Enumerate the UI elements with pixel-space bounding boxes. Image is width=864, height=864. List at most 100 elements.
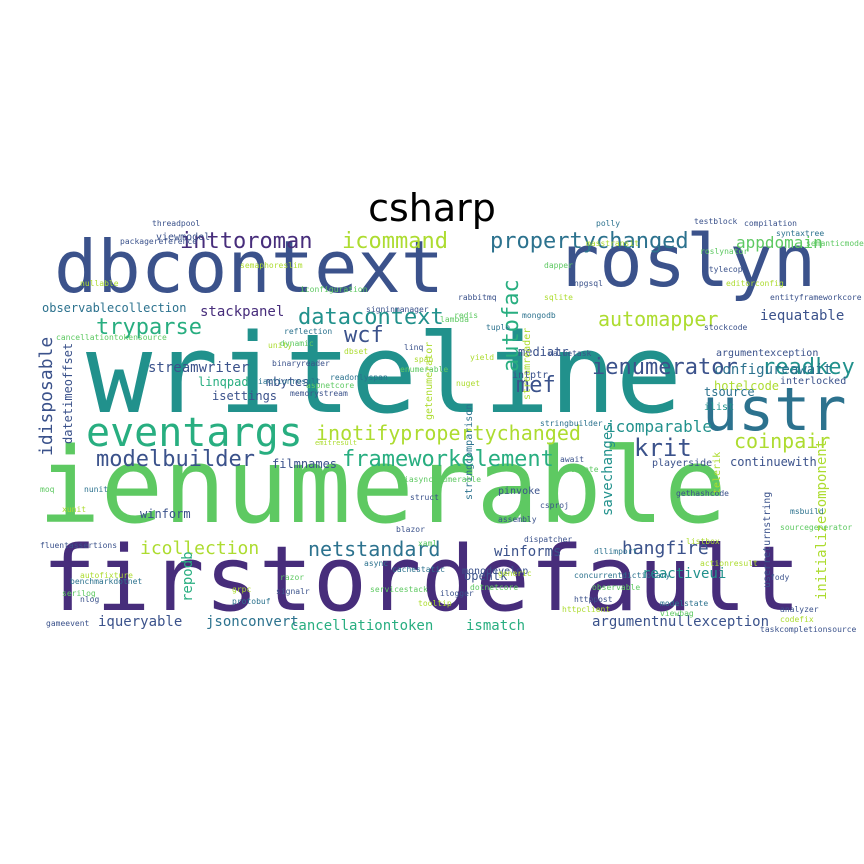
word-configureawait: configureawait [714, 362, 832, 378]
word-memorystream: memorystream [290, 389, 348, 398]
word-playerside: playerside [652, 458, 712, 469]
word-icommand: icommand [342, 229, 448, 254]
word-dynamic: dynamic [280, 339, 314, 348]
word-testblock: testblock [694, 217, 738, 226]
word-modelbuilder: modelbuilder [96, 447, 255, 472]
word-protobuf: protobuf [232, 597, 271, 606]
word-sqlite: sqlite [544, 293, 573, 302]
word-userreturnstring: userreturnstring [762, 492, 773, 588]
word-netstandard: netstandard [308, 537, 440, 561]
word-streamwriter: streamwriter [148, 360, 249, 376]
word-fluentassertions: fluentassertions [40, 541, 117, 550]
word-syntaxtree: syntaxtree [776, 229, 824, 238]
word-dapper: dapper [544, 261, 573, 270]
word-semaphoreslim: semaphoreslim [240, 261, 303, 270]
word-cachestatic: cachestatic [392, 565, 445, 574]
word-signinmanager: signinmanager [366, 305, 429, 314]
word-roslyn: roslyn [556, 219, 816, 303]
chart-title: csharp [368, 186, 496, 230]
word-actionresult: actionresult [700, 559, 758, 568]
word-xaml: xaml [418, 539, 437, 548]
word-delegate: delegate [560, 465, 599, 474]
word-editorconfig: editorconfig [726, 279, 784, 288]
word-linqpad: linqpad [198, 375, 249, 389]
word-reactiveui: reactiveui [642, 566, 726, 582]
word-ilogger: ilogger [440, 589, 474, 598]
word-iequatable: iequatable [760, 308, 844, 324]
word-threadpool: threadpool [152, 219, 200, 228]
word-isettings: isettings [212, 389, 277, 403]
word-rabbitmq: rabbitmq [458, 293, 497, 302]
word-nullable: nullable [80, 279, 119, 288]
word-icollection: icollection [140, 538, 259, 559]
word-npgsql: npgsql [574, 279, 603, 288]
word-observable: observable [592, 583, 640, 592]
word-initializecomponent: initializecomponent [814, 440, 830, 600]
word-hangfire: hangfire [622, 538, 709, 559]
word-stringbuilder: stringbuilder [540, 419, 603, 428]
word-httpclient: httpclient [562, 605, 610, 614]
word-winform: winform [140, 507, 191, 521]
word-ismatch: ismatch [466, 618, 525, 634]
word-datetimeoffset: datetimeoffset [61, 343, 75, 444]
word-idisposable: idisposable [36, 337, 57, 456]
word-frameworkelement: frameworkelement [342, 447, 554, 472]
word-tooltip: tooltip [418, 599, 452, 608]
word-icomparable: icomparable [606, 417, 712, 436]
word-concurrentdictionary: concurrentdictionary [574, 571, 671, 580]
word-await: await [560, 455, 584, 464]
word-appdomain: appdomain [736, 233, 823, 252]
word-monodevelop: monodevelop [462, 566, 528, 577]
word-ilist: ilist [704, 402, 734, 413]
word-tsource: tsource [704, 385, 755, 399]
word-struct: struct [410, 493, 439, 502]
word-masstransit: masstransit [586, 239, 639, 248]
word-viewmodel: viewmodel [156, 232, 210, 243]
word-linq: linq [404, 343, 423, 352]
word-gethashcode: gethashcode [676, 489, 729, 498]
word-packagereference: packagereference [120, 237, 197, 246]
word-nunit: nunit [84, 485, 108, 494]
word-opentk: opentk [464, 569, 508, 583]
word-mbytes: mbytes [266, 375, 309, 389]
word-modelstate: modelstate [660, 599, 708, 608]
word-wcf: wcf [344, 323, 384, 348]
word-dllimport: dllimport [594, 547, 638, 556]
word-grpc: grpc [232, 585, 251, 594]
word-ustr: ustr [702, 375, 847, 445]
word-compilation: compilation [744, 219, 797, 228]
word-mongodb: mongodb [522, 311, 556, 320]
word-autofac: autofac [499, 279, 524, 372]
word-listbox: listbox [686, 537, 720, 546]
word-getenumerator: getenumerator [424, 342, 435, 420]
word-datacontext: datacontext [298, 305, 444, 330]
word-coinpair: coinpair [734, 429, 830, 453]
word-hotelcode: hotelcode [714, 379, 779, 393]
word-enumerable: enumerable [400, 365, 448, 374]
word-jsonconvert: jsonconvert [206, 614, 299, 630]
word-readonlyspan: readonlyspan [330, 373, 388, 382]
word-lambda: lambda [440, 315, 469, 324]
word-stylecop: stylecop [704, 265, 743, 274]
word-cancellationtoken: cancellationtoken [290, 618, 433, 634]
word-gameevent: gameevent [46, 619, 90, 628]
word-inttoroman: inttoroman [180, 229, 312, 254]
word-entityframeworkcore: entityframeworkcore [770, 293, 862, 302]
word-semanticmodel: semanticmodel [806, 239, 864, 248]
word-automapper: automapper [598, 307, 718, 331]
word-propertychanged: propertychanged [490, 229, 689, 254]
word-ienumerator: ienumerator [592, 355, 738, 380]
word-argumentexception: argumentexception [716, 348, 818, 359]
word-firstordefault: firstordefault [42, 527, 801, 632]
word-dotnetcore: dotnetcore [470, 583, 518, 592]
word-ienumerable: ienumerable [38, 425, 727, 547]
word-iactionresult: iactionresult [258, 377, 321, 386]
word-dispatcher: dispatcher [524, 535, 572, 544]
word-razor: razor [280, 573, 304, 582]
word-valuetask: valuetask [548, 349, 592, 358]
word-mediatr: mediatr [518, 345, 569, 359]
word-redis: redis [454, 311, 478, 320]
word-blazor: blazor [396, 525, 425, 534]
word-inotifypropertychanged: inotifypropertychanged [316, 421, 581, 445]
